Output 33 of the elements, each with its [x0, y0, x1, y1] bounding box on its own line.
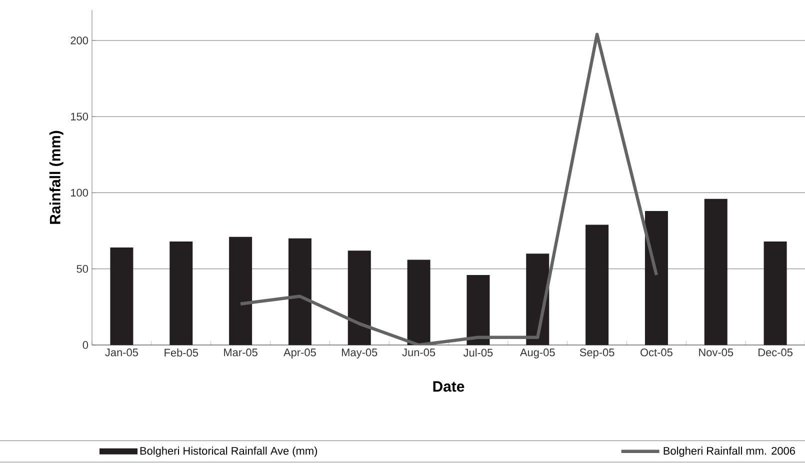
- bar: [764, 241, 787, 345]
- bar: [170, 241, 193, 345]
- legend-label: Bolgheri Rainfall mm. 2006: [664, 446, 795, 457]
- y-tick-label: 150: [71, 112, 88, 120]
- x-tick-label: Apr-05: [284, 348, 316, 358]
- x-tick-label: May-05: [342, 348, 378, 358]
- bar: [288, 238, 312, 345]
- bar: [704, 198, 728, 345]
- y-tick-label: 100: [71, 188, 88, 197]
- x-tick-label: Aug-05: [520, 348, 555, 358]
- x-tick-label: Mar-05: [224, 348, 258, 356]
- bar: [407, 260, 430, 345]
- x-tick-label: Sep-05: [580, 348, 614, 358]
- bar: [586, 224, 609, 345]
- y-axis-title: Rainfall (mm): [49, 130, 64, 224]
- y-tick-label: 0: [82, 341, 88, 349]
- x-tick-label: Jun-05: [402, 348, 436, 356]
- bar: [229, 236, 252, 345]
- x-tick-label: Dec-05: [758, 348, 792, 356]
- bar: [110, 248, 134, 345]
- bar: [348, 250, 371, 345]
- x-tick-label: Oct-05: [640, 348, 672, 356]
- y-tick-label: 200: [70, 36, 88, 44]
- legend-label: Bolgheri Historical Rainfall Ave (mm): [140, 446, 318, 457]
- y-tick-label: 50: [76, 264, 88, 273]
- x-tick-label: Jul-05: [463, 348, 493, 357]
- x-axis-title: Date: [433, 381, 464, 392]
- bar: [466, 274, 490, 345]
- x-tick-label: Nov-05: [699, 348, 734, 356]
- line-series: [238, 32, 658, 345]
- x-tick-label: Jan-05: [105, 348, 138, 356]
- x-tick-label: Feb-05: [164, 348, 198, 357]
- bar: [644, 211, 668, 345]
